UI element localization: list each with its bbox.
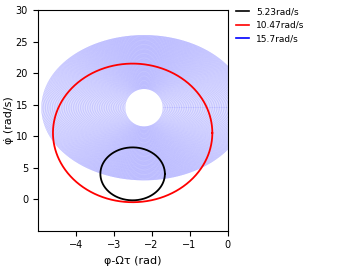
Legend: 5.23rad/s, 10.47rad/s, 15.7rad/s: 5.23rad/s, 10.47rad/s, 15.7rad/s xyxy=(232,4,308,47)
Y-axis label: φ̇ (rad/s): φ̇ (rad/s) xyxy=(4,96,14,144)
X-axis label: φ-Ωτ (rad): φ-Ωτ (rad) xyxy=(104,256,161,266)
